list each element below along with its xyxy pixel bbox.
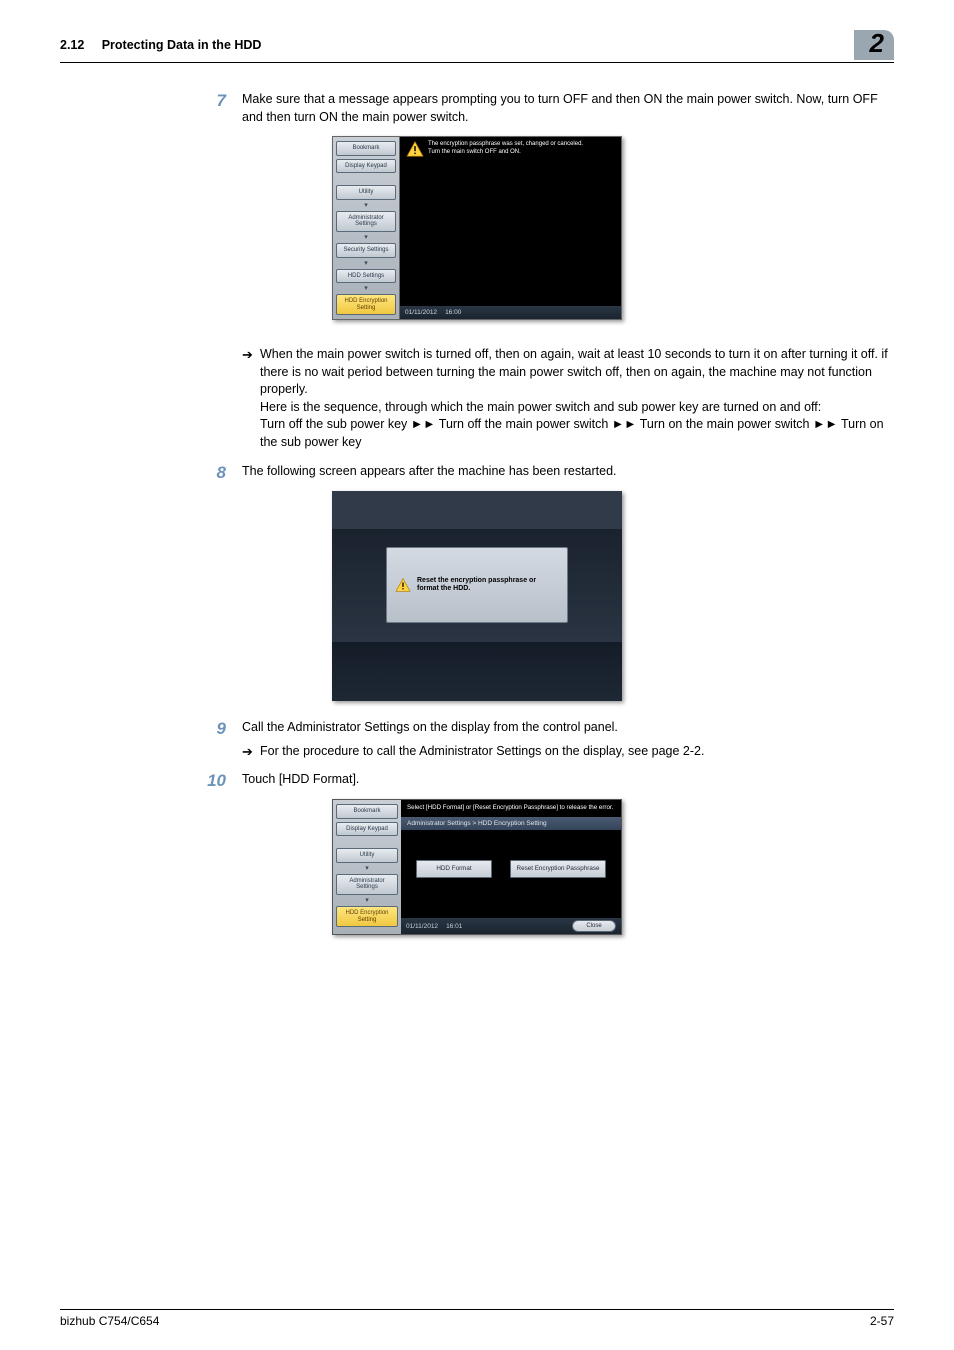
sidebar-hdd-encryption-setting[interactable]: HDD Encryption Setting (336, 294, 396, 315)
close-button[interactable]: Close (572, 920, 616, 932)
sidebar-display-keypad[interactable]: Display Keypad (336, 159, 396, 174)
step-number: 9 (200, 719, 242, 761)
step-9: 9 Call the Administrator Settings on the… (200, 719, 894, 761)
section-title: Protecting Data in the HDD (102, 38, 262, 52)
status-bar: 01/11/2012 16:01 Close (401, 918, 621, 934)
step-10: 10 Touch [HDD Format]. (200, 771, 894, 791)
warning-icon (395, 578, 411, 592)
warning-icon (406, 141, 424, 157)
footer-page-number: 2-57 (870, 1314, 894, 1328)
chevron-down-icon: ▾ (336, 202, 396, 209)
status-time: 16:00 (445, 309, 461, 316)
sidebar-admin-settings[interactable]: Administrator Settings (336, 874, 398, 895)
sidebar-bookmark[interactable]: Bookmark (336, 141, 396, 156)
hdd-format-button[interactable]: HDD Format (416, 860, 492, 878)
main-area: Select [HDD Format] or [Reset Encryption… (401, 800, 621, 934)
message-bar: The encryption passphrase was set, chang… (400, 137, 621, 161)
status-date: 01/11/2012 (405, 309, 437, 316)
status-time: 16:01 (446, 923, 462, 930)
status-bar: 01/11/2012 16:00 (400, 306, 621, 319)
dialog: Reset the encryption passphrase or forma… (386, 547, 568, 623)
sub-text: For the procedure to call the Administra… (260, 743, 894, 761)
page: 2.12 Protecting Data in the HDD 2 7 Make… (0, 0, 954, 1350)
breadcrumb: Administrator Settings > HDD Encryption … (401, 817, 621, 830)
arrow-icon: ➔ (242, 346, 260, 451)
instruction-text: Select [HDD Format] or [Reset Encryption… (401, 800, 621, 817)
chevron-down-icon: ▾ (336, 260, 396, 267)
chapter-badge: 2 (854, 30, 894, 60)
step-number: 7 (200, 91, 242, 126)
section-heading: 2.12 Protecting Data in the HDD (60, 38, 261, 52)
step-text: Call the Administrator Settings on the d… (242, 719, 894, 737)
page-header: 2.12 Protecting Data in the HDD 2 (60, 30, 894, 63)
sub-text: When the main power switch is turned off… (260, 346, 894, 451)
step-text: The following screen appears after the m… (242, 463, 894, 481)
sidebar-hdd-settings[interactable]: HDD Settings (336, 269, 396, 284)
step-8: 8 The following screen appears after the… (200, 463, 894, 483)
message-line-2: Turn the main switch OFF and ON. (428, 149, 583, 157)
step-7-notes: ➔ When the main power switch is turned o… (200, 340, 894, 451)
message-line-1: The encryption passphrase was set, chang… (428, 141, 583, 149)
dialog-line-2: format the HDD. (417, 585, 536, 594)
section-number: 2.12 (60, 38, 84, 52)
button-area: HDD Format Reset Encryption Passphrase (401, 830, 621, 918)
step-text: Touch [HDD Format]. (242, 771, 894, 789)
step-7: 7 Make sure that a message appears promp… (200, 91, 894, 126)
main-area: The encryption passphrase was set, chang… (400, 136, 622, 320)
screenshot-restart-prompt: Reset the encryption passphrase or forma… (332, 491, 622, 701)
screenshot-encryption-message: Bookmark Display Keypad Utility ▾ Admini… (332, 136, 622, 320)
step-number: 8 (200, 463, 242, 483)
status-date: 01/11/2012 (406, 923, 438, 930)
sidebar-hdd-encryption-setting[interactable]: HDD Encryption Setting (336, 906, 398, 927)
chevron-down-icon: ▾ (336, 234, 396, 241)
arrow-icon: ➔ (242, 743, 260, 761)
footer-model: bizhub C754/C654 (60, 1314, 159, 1328)
sidebar: Bookmark Display Keypad Utility ▾ Admini… (333, 800, 401, 934)
chevron-down-icon: ▾ (336, 865, 398, 872)
reset-encryption-passphrase-button[interactable]: Reset Encryption Passphrase (510, 860, 606, 878)
chevron-down-icon: ▾ (336, 285, 396, 292)
step-number: 10 (200, 771, 242, 791)
sidebar-admin-settings[interactable]: Administrator Settings (336, 211, 396, 232)
screenshot-hdd-format: Bookmark Display Keypad Utility ▾ Admini… (332, 799, 622, 935)
sidebar: Bookmark Display Keypad Utility ▾ Admini… (332, 136, 400, 320)
sidebar-bookmark[interactable]: Bookmark (336, 804, 398, 819)
sidebar-security-settings[interactable]: Security Settings (336, 243, 396, 258)
page-footer: bizhub C754/C654 2-57 (60, 1309, 894, 1328)
dialog-line-1: Reset the encryption passphrase or (417, 577, 536, 586)
sidebar-utility[interactable]: Utility (336, 848, 398, 863)
sidebar-display-keypad[interactable]: Display Keypad (336, 822, 398, 837)
step-text: Make sure that a message appears prompti… (242, 91, 894, 126)
sidebar-utility[interactable]: Utility (336, 185, 396, 200)
chevron-down-icon: ▾ (336, 897, 398, 904)
